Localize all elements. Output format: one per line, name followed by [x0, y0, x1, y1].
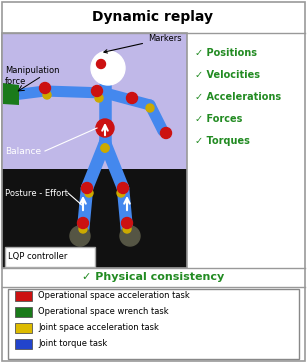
Text: Operational space acceleration task: Operational space acceleration task — [38, 291, 190, 301]
Circle shape — [96, 60, 106, 69]
Bar — [2, 33, 187, 268]
Bar — [15, 339, 32, 349]
Circle shape — [126, 93, 138, 103]
Circle shape — [161, 127, 172, 139]
Circle shape — [7, 90, 18, 101]
Text: Markers: Markers — [104, 34, 182, 53]
Text: Dynamic replay: Dynamic replay — [92, 10, 213, 24]
Circle shape — [70, 226, 90, 246]
Circle shape — [122, 217, 133, 228]
Circle shape — [96, 119, 114, 137]
Text: ✓ Accelerations: ✓ Accelerations — [195, 92, 281, 102]
Text: Joint space acceleration task: Joint space acceleration task — [38, 323, 159, 333]
Circle shape — [120, 226, 140, 246]
Text: LQP controller: LQP controller — [8, 253, 67, 261]
Bar — [15, 307, 32, 317]
Circle shape — [40, 82, 50, 94]
Bar — [2, 33, 187, 169]
Circle shape — [101, 144, 109, 152]
Circle shape — [91, 51, 125, 85]
Circle shape — [85, 189, 93, 197]
Circle shape — [146, 104, 154, 112]
Circle shape — [95, 94, 103, 102]
Text: Posture - Effort: Posture - Effort — [5, 188, 68, 197]
Text: Balance: Balance — [5, 147, 41, 155]
Text: ✓ Velocities: ✓ Velocities — [195, 70, 260, 80]
Text: ✓ Physical consistency: ✓ Physical consistency — [82, 272, 224, 282]
Circle shape — [81, 183, 92, 193]
Circle shape — [101, 144, 109, 152]
Text: Manipulation
force: Manipulation force — [5, 66, 60, 86]
Circle shape — [79, 225, 87, 233]
Text: Operational space wrench task: Operational space wrench task — [38, 307, 169, 317]
Circle shape — [91, 86, 103, 97]
Text: ✓ Forces: ✓ Forces — [195, 114, 242, 124]
Bar — [8, 289, 299, 359]
Circle shape — [117, 189, 125, 197]
Circle shape — [118, 183, 129, 193]
Circle shape — [77, 217, 88, 228]
Text: Joint torque task: Joint torque task — [38, 339, 107, 348]
Bar — [5, 247, 95, 267]
Circle shape — [43, 91, 51, 99]
Text: ✓ Positions: ✓ Positions — [195, 48, 257, 58]
Bar — [15, 291, 32, 301]
Bar — [15, 323, 32, 333]
Text: ✓ Torques: ✓ Torques — [195, 136, 250, 146]
Bar — [2, 169, 187, 268]
Polygon shape — [3, 83, 19, 105]
Circle shape — [123, 225, 131, 233]
